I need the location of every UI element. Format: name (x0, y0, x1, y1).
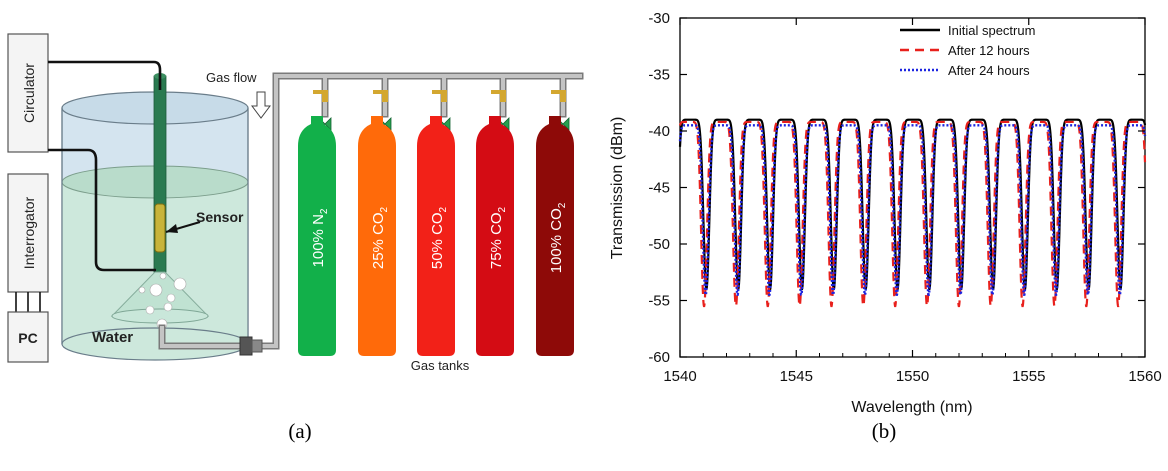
valve-stem (322, 90, 328, 102)
x-tick-label: 1560 (1128, 368, 1161, 385)
y-tick-label: -40 (648, 123, 670, 140)
pc-label: PC (18, 330, 37, 346)
valve-handle-icon (373, 90, 385, 94)
circulator-box: Circulator (7, 33, 49, 153)
setup-diagram: Circulator Interrogator PC Water Sensor (7, 33, 584, 443)
x-axis-title: Wavelength (nm) (851, 399, 972, 416)
x-tick-label: 1555 (1012, 368, 1045, 385)
legend-label: After 24 hours (948, 63, 1030, 78)
valve-stem (382, 90, 388, 102)
valve-stem (441, 90, 447, 102)
gas-tank: 75% CO2 (476, 90, 514, 356)
circulator-loop-fiber (48, 148, 156, 272)
legend-label: Initial spectrum (948, 23, 1035, 38)
tank-body (536, 116, 574, 356)
valve-handle-icon (491, 90, 503, 94)
water-label: Water (92, 329, 133, 346)
setup-diagram-panel: Circulator Interrogator PC Water Sensor (7, 33, 584, 443)
panel-a-caption: (a) (288, 419, 311, 443)
y-tick-label: -30 (648, 10, 670, 27)
x-tick-label: 1545 (780, 368, 813, 385)
x-tick-label: 1550 (896, 368, 929, 385)
series-line (678, 120, 1147, 308)
sensor-pointer-arrowhead (166, 224, 178, 233)
interrogator-box: Interrogator (7, 173, 49, 293)
axis-ticks: 1540 1545 1550 1555 1560 -30 -35 -40 -45 -50 -55 -6… (648, 10, 1161, 385)
tank-body (358, 116, 396, 356)
tank-body (417, 116, 455, 356)
valve-stem (560, 90, 566, 102)
valve-handle-icon (551, 90, 563, 94)
sensor-label: Sensor (196, 209, 244, 225)
y-tick-label: -50 (648, 236, 670, 253)
gas-tank: 100% CO2 (536, 90, 574, 356)
tank-body (476, 116, 514, 356)
tank-label: 75% CO2 (488, 206, 508, 269)
series-line (678, 124, 1147, 296)
y-axis-title: Transmission (dBm) (609, 117, 626, 260)
y-tick-label: -45 (648, 180, 670, 197)
spectrum-chart: 1540 1545 1550 1555 1560 -30 -35 -40 -45 -50 -55 -6… (609, 10, 1162, 443)
gas-tank: 100% N2 (298, 90, 336, 356)
series-line (678, 118, 1147, 291)
tank-label: 100% N2 (310, 208, 330, 267)
x-tick-label: 1540 (663, 368, 696, 385)
tank-body (298, 116, 336, 356)
panel-b-caption: (b) (872, 419, 897, 443)
gas-tanks-label: Gas tanks (411, 358, 470, 373)
tank-label: 25% CO2 (370, 206, 390, 269)
plot-area (679, 17, 1146, 358)
pc-cables (15, 292, 41, 312)
chart-legend: Initial spectrum After 12 hours After 24 h… (900, 23, 1035, 78)
gas-tanks-group: 100% N2 25% CO2 50% CO2 75% CO2 100% CO2 (298, 90, 574, 356)
circulator-label: Circulator (21, 63, 37, 123)
y-tick-label: -35 (648, 67, 670, 84)
gas-tank: 50% CO2 (417, 90, 455, 356)
series-layer (678, 118, 1147, 308)
fbg-sensor (154, 203, 166, 253)
valve-stem (500, 90, 506, 102)
y-tick-label: -60 (648, 349, 670, 366)
interrogator-label: Interrogator (21, 196, 37, 269)
gas-tank: 25% CO2 (358, 90, 396, 356)
gas-flow-arrow-icon (251, 91, 271, 119)
pc-box: PC (7, 311, 49, 363)
valve-handle-icon (432, 90, 444, 94)
valve-handle-icon (313, 90, 325, 94)
gas-diffuser (110, 271, 210, 330)
legend-label: After 12 hours (948, 43, 1030, 58)
tank-label: 50% CO2 (429, 206, 449, 269)
gas-flow-label: Gas flow (206, 70, 257, 85)
spectrum-chart-panel: 1540 1545 1550 1555 1560 -30 -35 -40 -45 -50 -55 -6… (600, 0, 1168, 466)
circulator-to-sensor-fiber (48, 60, 162, 90)
y-tick-label: -55 (648, 293, 670, 310)
tank-label: 100% CO2 (548, 202, 568, 273)
